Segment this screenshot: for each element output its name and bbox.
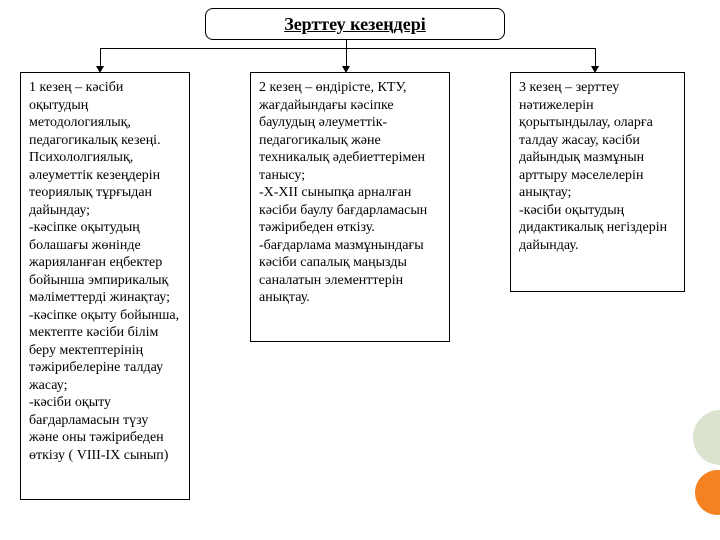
connector-drop	[100, 48, 101, 68]
corner-circle-2	[695, 470, 720, 515]
stage-box-2: 2 кезең – өндірісте, КТУ, жағдайындағы к…	[250, 72, 450, 342]
stage-box-1: 1 кезең – кәсіби оқытудың методологиялық…	[20, 72, 190, 500]
connector-drop	[346, 40, 347, 68]
connector-horizontal	[100, 48, 595, 49]
title-text: Зерттеу кезеңдері	[284, 14, 426, 35]
stage-box-3: 3 кезең – зерттеу нәтижелерін қорытындыл…	[510, 72, 685, 292]
title-box: Зерттеу кезеңдері	[205, 8, 505, 40]
connector-drop	[595, 48, 596, 68]
corner-circle-1	[693, 410, 720, 465]
